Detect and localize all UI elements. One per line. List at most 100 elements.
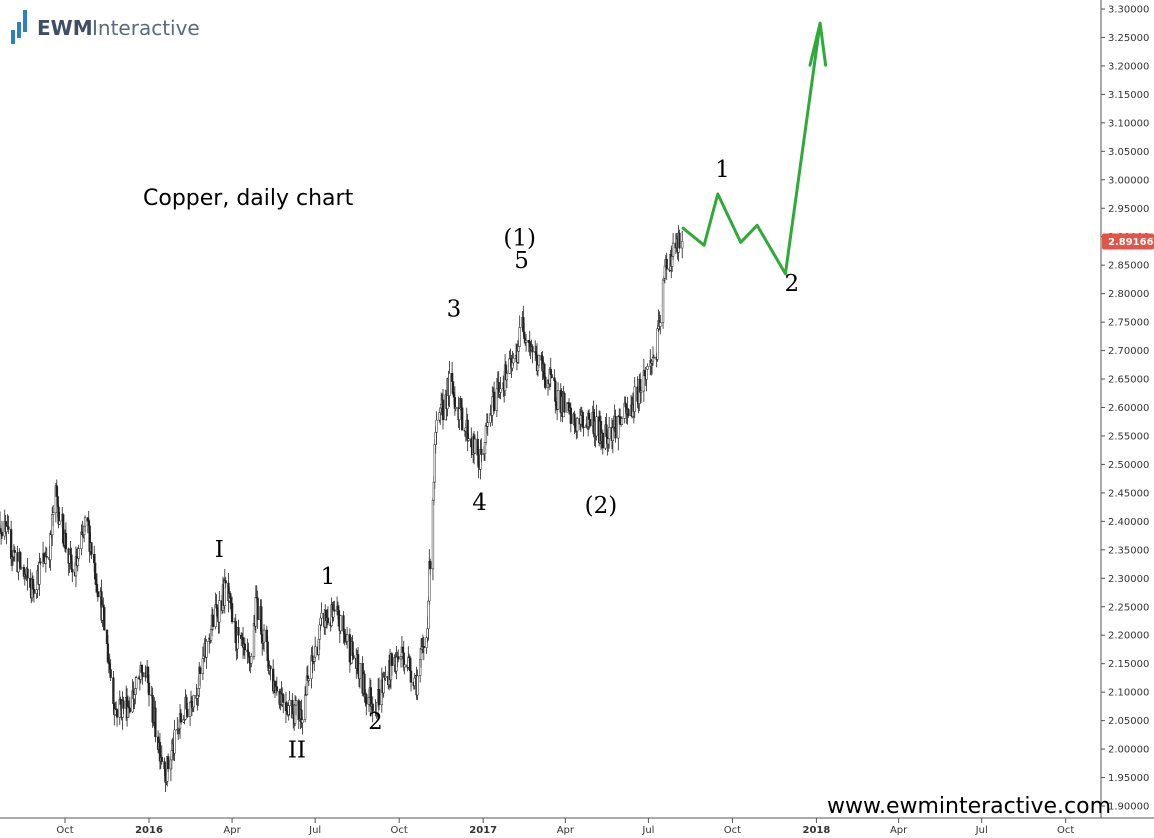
candle	[103, 604, 106, 631]
candle	[186, 702, 189, 719]
candle	[339, 614, 342, 634]
price-tick-label: 2.70000	[1108, 346, 1149, 357]
candle	[524, 334, 528, 352]
candle	[576, 416, 579, 439]
wave-label: 1	[715, 157, 730, 183]
time-tick-label: Oct	[724, 825, 741, 836]
candle	[275, 676, 278, 696]
price-tick-label: 2.05000	[1108, 716, 1149, 727]
candle	[243, 637, 247, 660]
candlestick-series	[0, 225, 684, 792]
candle	[64, 522, 68, 554]
candle	[345, 626, 349, 649]
candle	[230, 596, 234, 624]
candle	[454, 406, 457, 412]
candle	[128, 696, 131, 714]
candle	[326, 606, 330, 626]
price-tick-label: 3.20000	[1108, 61, 1149, 72]
candle	[365, 692, 368, 716]
candle	[211, 608, 215, 631]
candle	[358, 663, 362, 689]
price-tick-label: 3.05000	[1108, 147, 1149, 158]
candle	[595, 404, 598, 441]
candle	[642, 358, 646, 402]
candle	[237, 619, 240, 644]
candle	[224, 576, 227, 589]
candle	[681, 230, 684, 259]
candle	[428, 549, 431, 605]
candle	[141, 664, 144, 685]
candle	[109, 659, 112, 682]
candle	[416, 669, 419, 701]
candle	[250, 653, 253, 668]
wave-label: (2)	[585, 493, 618, 519]
price-tick-label: 2.80000	[1108, 289, 1149, 300]
candle	[297, 698, 300, 729]
price-tick-label: 3.25000	[1108, 33, 1149, 44]
time-tick-label: Jul	[308, 825, 321, 836]
price-tick-label: 2.30000	[1108, 574, 1149, 585]
time-tick-label: 2018	[803, 825, 831, 836]
price-tick-label: 3.00000	[1108, 175, 1149, 186]
candle	[435, 411, 438, 445]
candle	[90, 542, 93, 559]
candle	[26, 557, 29, 591]
price-tick-label: 2.45000	[1108, 488, 1149, 499]
price-tick-label: 2.20000	[1108, 631, 1149, 642]
watermark-url: www.ewminteractive.com	[827, 794, 1111, 819]
wave-label: I	[215, 537, 224, 563]
candle	[13, 546, 16, 562]
candle	[377, 677, 381, 711]
last-price-label: 2.89166	[1108, 237, 1154, 248]
wave-label: 2	[368, 709, 383, 735]
candle	[218, 591, 221, 634]
price-tick-label: 1.90000	[1108, 802, 1149, 813]
candle	[77, 544, 80, 562]
candle	[147, 674, 151, 707]
price-tick-label: 2.60000	[1108, 403, 1149, 414]
candle	[492, 381, 496, 414]
wave-label: 3	[447, 296, 462, 322]
price-tick-label: 2.15000	[1108, 659, 1149, 670]
time-axis-ticks: Oct 2016 Apr Jul Oct 2017 Apr Jul Oct 2018 Apr Jul O…	[56, 818, 1074, 836]
candle	[0, 520, 4, 539]
candle	[639, 386, 643, 403]
candle	[537, 354, 541, 368]
candle	[179, 709, 183, 725]
candle	[429, 558, 432, 575]
candle	[467, 432, 470, 442]
candle	[167, 753, 170, 772]
price-tick-label: 2.35000	[1108, 545, 1149, 556]
candle	[188, 701, 192, 727]
candle	[461, 398, 464, 431]
candle	[627, 408, 630, 418]
wave-label: (1)	[503, 225, 536, 251]
logo-name: Interactive	[92, 16, 200, 40]
price-tick-label: 3.30000	[1108, 5, 1149, 16]
price-axis-ticks: 1.90000 1.95000 2.00000 2.05000 2.10000 2.150…	[1101, 5, 1149, 813]
candle	[352, 652, 355, 660]
candle	[563, 391, 566, 413]
last-price-badge	[1102, 233, 1154, 250]
candle	[96, 588, 100, 602]
candle	[7, 515, 10, 534]
candle	[422, 636, 425, 661]
candle	[294, 696, 298, 716]
candle	[384, 666, 387, 681]
price-tick-label: 2.75000	[1108, 318, 1149, 329]
candle	[32, 583, 36, 603]
candle	[512, 352, 515, 367]
candle	[348, 628, 352, 673]
candle	[397, 649, 400, 663]
candle	[288, 691, 291, 716]
candle	[135, 675, 138, 695]
candle	[588, 419, 592, 428]
candle	[569, 402, 572, 433]
time-tick-label: Apr	[890, 825, 908, 836]
candle	[473, 434, 477, 455]
arrow-head-icon	[808, 21, 828, 67]
price-tick-label: 2.00000	[1108, 745, 1149, 756]
candle	[269, 665, 272, 681]
